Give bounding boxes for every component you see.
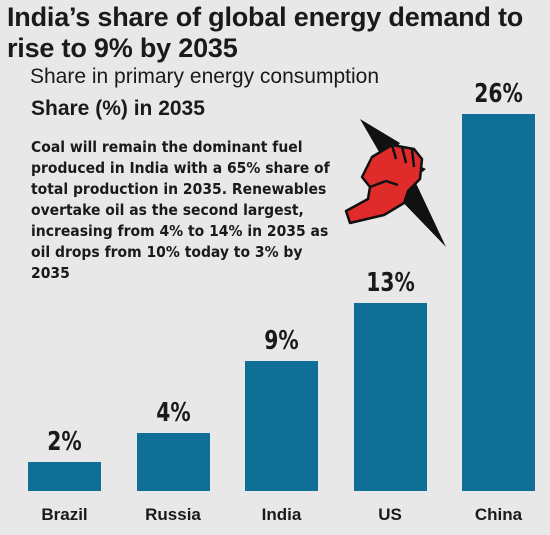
- fist-shape: [344, 143, 424, 225]
- value-label-russia: 4%: [155, 398, 191, 428]
- chart-title: India’s share of global energy demand to…: [7, 2, 524, 63]
- category-label-russia: Russia: [145, 505, 201, 524]
- bar-brazil: [28, 462, 101, 491]
- value-label-us: 13%: [365, 267, 415, 298]
- bar-china: [462, 114, 535, 491]
- category-label-us: US: [378, 505, 402, 524]
- category-label-china: China: [474, 505, 523, 524]
- bar-india: [245, 360, 318, 491]
- category-label-brazil: Brazil: [41, 505, 88, 524]
- value-label-india: 9%: [264, 325, 299, 356]
- fist-lightning-icon: [342, 105, 454, 255]
- value-label-china: 26%: [474, 79, 523, 109]
- category-label-india: India: [261, 505, 302, 524]
- bar-us: [353, 302, 427, 491]
- bar-russia: [136, 433, 210, 491]
- chart-subtitle: Share in primary energy consumption: [30, 65, 380, 88]
- annotation-text: Coal will remain the dominant fuel produ…: [31, 138, 330, 282]
- value-label-brazil: 2%: [47, 427, 82, 457]
- y-axis-label: Share (%) in 2035: [31, 97, 205, 120]
